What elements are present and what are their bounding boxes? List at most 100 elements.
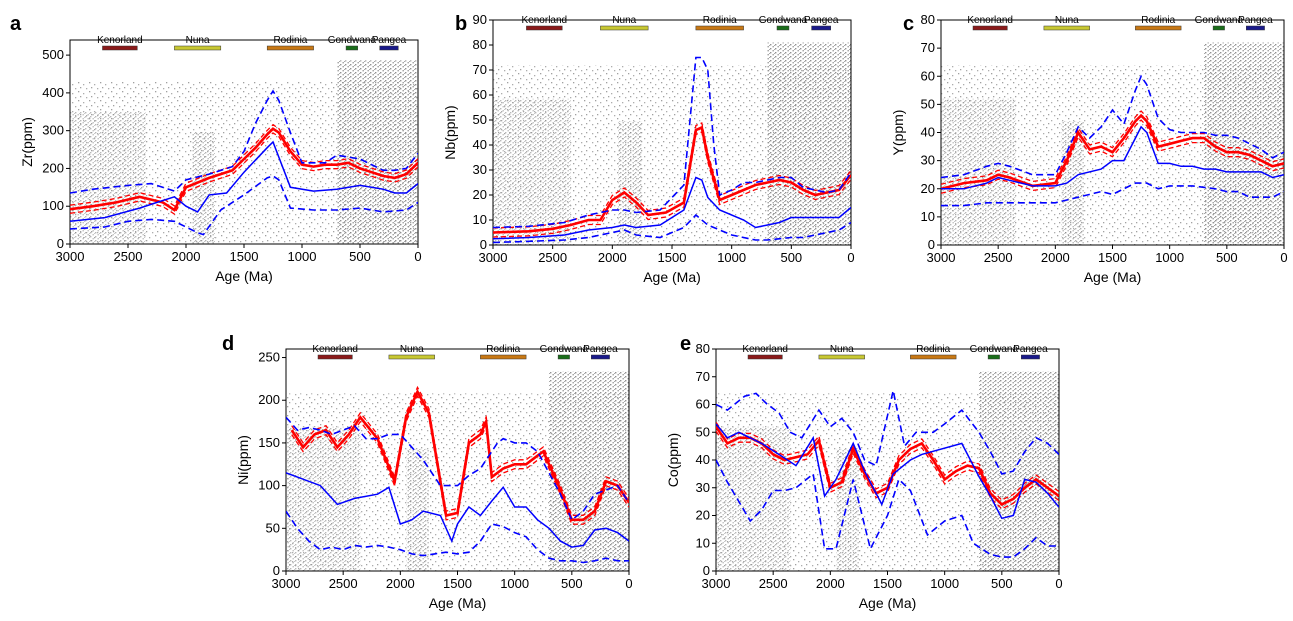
supercontinent-label: Pangea — [372, 35, 407, 46]
scatter-cloud — [70, 60, 418, 244]
y-axis-label: Ni(ppm) — [235, 435, 251, 485]
supercontinent-label: Gondwana — [540, 344, 589, 355]
y-tick-label: 30 — [921, 153, 935, 168]
y-tick-label: 20 — [473, 187, 487, 202]
supercontinent-bar — [972, 25, 1008, 31]
supercontinent-label: Kenorland — [967, 15, 1013, 26]
x-tick-label: 2000 — [816, 576, 845, 591]
x-tick-label: 2000 — [172, 249, 201, 264]
supercontinent-label: Rodinia — [273, 35, 307, 46]
x-tick-label: 1500 — [230, 249, 259, 264]
y-tick-label: 70 — [473, 62, 487, 77]
scatter-dense-phanerozoic — [336, 60, 418, 244]
y-tick-label: 50 — [266, 520, 280, 535]
y-tick-label: 300 — [42, 123, 64, 138]
supercontinent-label: Rodinia — [703, 15, 737, 26]
x-tick-label: 2000 — [386, 576, 415, 591]
supercontinent-bar — [388, 354, 435, 360]
panel-letter: b — [455, 13, 467, 35]
supercontinent-label: Rodinia — [1141, 15, 1175, 26]
lower-quartile-line — [716, 459, 1059, 558]
y-axis-label: Y(ppm) — [890, 110, 906, 156]
panel-letter: a — [10, 13, 22, 35]
y-tick-label: 30 — [696, 480, 710, 495]
scatter-dense-nuna — [191, 131, 215, 244]
supercontinent-label: Gondwana — [970, 344, 1019, 355]
mean-line — [290, 388, 629, 522]
supercontinent-bar — [526, 25, 563, 31]
y-tick-label: 60 — [921, 68, 935, 83]
x-tick-label: 1000 — [500, 576, 529, 591]
upper-quartile-line — [941, 74, 1284, 179]
supercontinent-bar — [1212, 25, 1225, 31]
y-tick-label: 0 — [480, 237, 487, 252]
x-tick-label: 3000 — [479, 250, 508, 265]
supercontinent-label: Pangea — [1238, 15, 1273, 26]
supercontinent-label: Kenorland — [312, 344, 358, 355]
lower-quartile-line — [941, 182, 1284, 207]
y-tick-label: 40 — [473, 137, 487, 152]
x-tick-label: 3000 — [702, 576, 731, 591]
supercontinent-bar — [776, 25, 790, 31]
supercontinent-label: Nuna — [186, 35, 210, 46]
x-tick-label: 2500 — [759, 576, 788, 591]
scatter-cloud — [286, 371, 629, 571]
supercontinent-bar — [379, 45, 399, 51]
scatter-dense-phanerozoic — [1203, 42, 1284, 245]
supercontinent-bar — [317, 354, 353, 360]
supercontinent-bar — [345, 45, 358, 51]
x-tick-label: 2000 — [598, 250, 627, 265]
median-line — [716, 423, 1059, 520]
x-axis-label: Age (Ma) — [1084, 269, 1142, 285]
y-tick-label: 50 — [921, 96, 935, 111]
supercontinent-label: Nuna — [1055, 15, 1079, 26]
x-tick-label: 500 — [561, 576, 583, 591]
y-tick-label: 20 — [921, 181, 935, 196]
y-tick-label: 250 — [258, 350, 280, 365]
supercontinent-bar — [747, 354, 783, 360]
median-line — [493, 176, 851, 240]
y-tick-label: 150 — [258, 435, 280, 450]
median-line — [286, 472, 629, 548]
x-axis-label: Age (Ma) — [215, 268, 273, 284]
y-tick-label: 50 — [473, 112, 487, 127]
y-tick-label: 80 — [473, 37, 487, 52]
y-tick-label: 10 — [473, 212, 487, 227]
supercontinent-label: Nuna — [612, 15, 636, 26]
x-tick-label: 0 — [625, 576, 632, 591]
supercontinent-label: Rodinia — [486, 344, 520, 355]
y-tick-label: 70 — [921, 40, 935, 55]
x-tick-label: 0 — [1055, 576, 1062, 591]
x-tick-label: 0 — [847, 250, 854, 265]
y-tick-label: 0 — [57, 236, 64, 251]
mean-confidence-line — [291, 385, 629, 516]
y-axis-label: Co(ppm) — [665, 433, 681, 487]
x-tick-label: 500 — [780, 250, 802, 265]
y-tick-label: 10 — [921, 209, 935, 224]
series-group — [493, 56, 851, 244]
y-tick-label: 20 — [696, 508, 710, 523]
x-tick-label: 1000 — [1155, 250, 1184, 265]
upper-quartile-line — [70, 89, 418, 194]
supercontinent-bar — [811, 25, 831, 31]
mean-confidence-line — [291, 394, 629, 525]
x-tick-label: 1000 — [717, 250, 746, 265]
scatter-dense-archean — [70, 111, 146, 244]
supercontinent-bar — [695, 25, 744, 31]
x-axis-label: Age (Ma) — [643, 269, 701, 285]
mean-line — [70, 127, 418, 212]
series-group — [941, 74, 1284, 207]
series-group — [716, 390, 1059, 558]
y-tick-label: 60 — [696, 397, 710, 412]
supercontinent-label: Nuna — [400, 344, 424, 355]
y-axis-label: Zr(ppm) — [19, 117, 35, 167]
supercontinent-label: Nuna — [830, 344, 854, 355]
scatter-dense-archean — [716, 426, 791, 571]
mean-line — [941, 113, 1284, 191]
supercontinent-label: Rodinia — [916, 344, 950, 355]
y-tick-label: 80 — [921, 12, 935, 27]
x-tick-label: 2500 — [329, 576, 358, 591]
supercontinent-bar — [1021, 354, 1040, 360]
x-tick-label: 1500 — [443, 576, 472, 591]
